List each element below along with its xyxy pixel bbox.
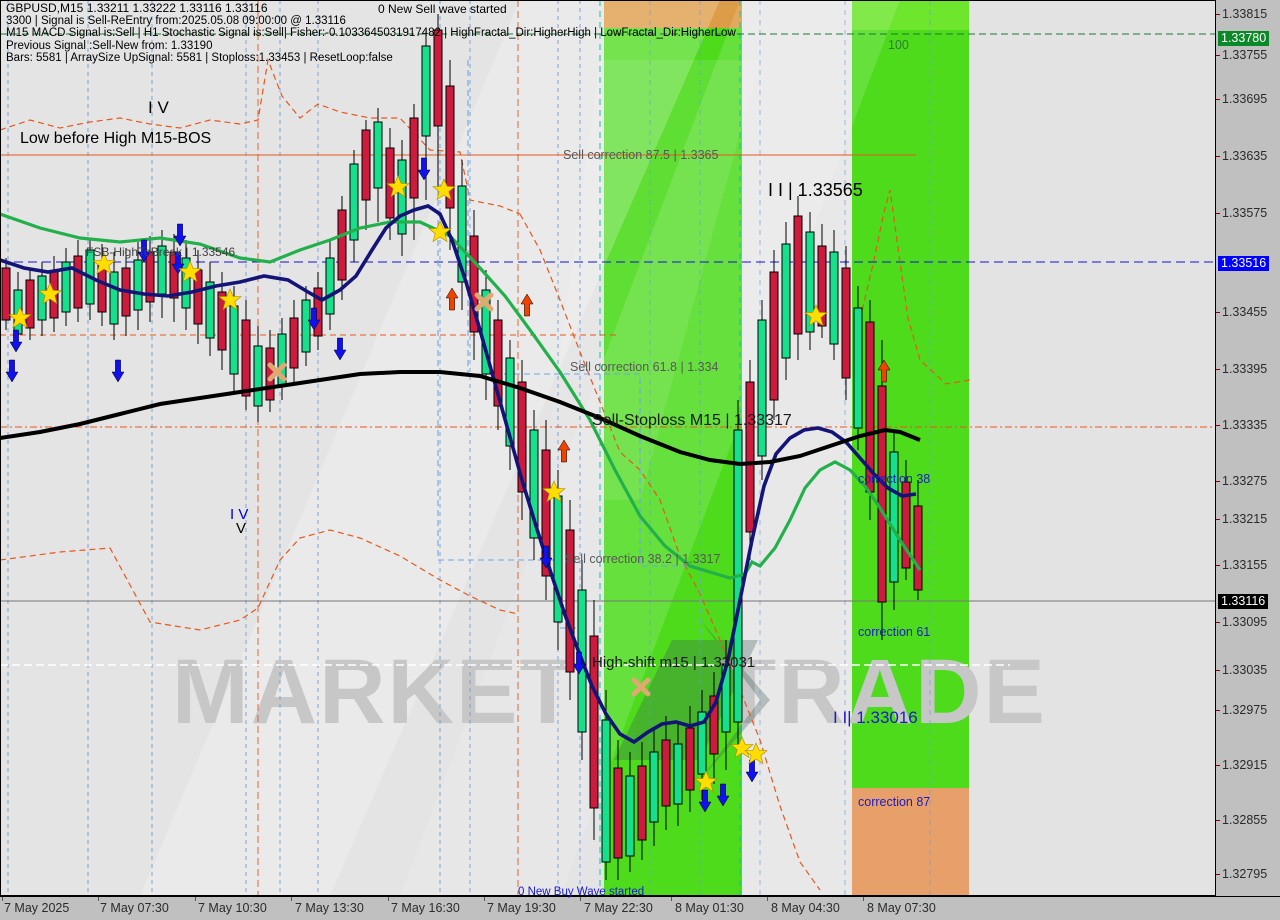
info-line-4: Bars: 5581 | ArraySize UpSignal: 5581 | … — [6, 52, 393, 65]
symbol-ohlc-line: GBPUSD,M15 1.33211 1.33222 1.33116 1.331… — [6, 1, 268, 15]
price-tickmark — [1216, 14, 1220, 15]
price-tick: 1.33575 — [1222, 206, 1268, 220]
price-tick: 1.33455 — [1222, 305, 1268, 319]
time-tickmark — [863, 897, 864, 901]
time-tick: 8 May 04:30 — [771, 901, 840, 915]
price-tick: 1.33155 — [1222, 558, 1268, 572]
price-tickmark — [1216, 670, 1220, 671]
time-tick: 8 May 01:30 — [675, 901, 744, 915]
ma-black-line — [0, 370, 921, 467]
zone-grey-right — [969, 0, 1216, 896]
price-tickmark — [1216, 519, 1220, 520]
moving-averages — [0, 204, 922, 745]
price-tick: 1.33215 — [1222, 512, 1268, 526]
chart-info-panel: GBPUSD,M15 1.33211 1.33222 1.33116 1.331… — [6, 2, 736, 65]
ma-blue-line — [0, 204, 917, 745]
price-tickmark — [1216, 213, 1220, 214]
time-tickmark — [484, 897, 485, 901]
price-tickmark — [1216, 99, 1220, 100]
annotation-level-100: 100 — [888, 38, 909, 52]
price-tickmark — [1216, 369, 1220, 370]
zone-orange-bottom — [852, 788, 969, 896]
info-line-2: M15 MACD Signal is:Sell | H1 Stochastic … — [6, 27, 736, 40]
annotation-fsb-high-to-break: FSB-HighToBreak | 1.33546 — [86, 245, 236, 259]
price-tick: 1.33695 — [1222, 92, 1268, 106]
annotation-signal-133016: I I| 1.33016 — [833, 708, 918, 727]
sell-wave-status: 0 New Sell wave started — [378, 2, 507, 16]
chart-plot-area[interactable]: MARKET TRADE — [0, 0, 1216, 896]
time-tick: 7 May 2025 — [4, 901, 70, 915]
zone-orange-top — [604, 0, 756, 28]
annotation-roman-v-mid: V — [236, 520, 247, 537]
price-tick: 1.32855 — [1222, 813, 1268, 827]
time-tick: 7 May 07:30 — [100, 901, 169, 915]
buy-wave-status: 0 New Buy Wave started — [518, 886, 645, 898]
time-scale[interactable]: 7 May 2025 7 May 07:30 7 May 10:30 7 May… — [0, 896, 1280, 920]
time-tick: 7 May 22:30 — [584, 901, 653, 915]
annotation-correction-61: correction 61 — [858, 625, 931, 639]
price-tickmark — [1216, 820, 1220, 821]
star-marker-icon — [8, 175, 828, 792]
annotation-sell-correction-875: Sell correction 87.5 | 1.3365 — [563, 148, 719, 162]
price-tick: 1.33335 — [1222, 418, 1268, 432]
time-tick: 7 May 10:30 — [198, 901, 267, 915]
price-tickmark — [1216, 874, 1220, 875]
time-tickmark — [291, 897, 292, 901]
annotation-sell-stoploss-m15: Sell-Stoploss M15 | 1.33317 — [592, 412, 792, 429]
price-tickmark — [1216, 565, 1220, 566]
candlestick-series — [1, 14, 923, 880]
annotation-high-shift-m15: High-shift m15 | 1.33031 — [592, 654, 756, 671]
time-tickmark — [195, 897, 196, 901]
annotation-signal-133565: I I | 1.33565 — [768, 180, 863, 200]
price-scale[interactable]: 1.33815 1.33755 1.33695 1.33635 1.33575 … — [1216, 0, 1280, 896]
annotation-correction-87: correction 87 — [858, 795, 931, 809]
ma-green-line — [0, 212, 922, 580]
cross-marker-icon — [270, 295, 648, 694]
price-tickmark — [1216, 425, 1220, 426]
zone-green-right-top — [852, 0, 969, 30]
price-tickmark — [1216, 765, 1220, 766]
price-tick: 1.33095 — [1222, 615, 1268, 629]
time-tickmark — [767, 897, 768, 901]
info-line-3: Previous Signal :Sell-New from: 1.33190 — [6, 39, 213, 52]
price-tick: 1.32975 — [1222, 703, 1268, 717]
time-tick: 7 May 16:30 — [391, 901, 460, 915]
price-tickmark — [1216, 622, 1220, 623]
price-tickmark — [1216, 55, 1220, 56]
annotation-roman-iv-mid: I V — [230, 506, 249, 523]
price-tick: 1.33035 — [1222, 663, 1268, 677]
price-tickmark — [1216, 312, 1220, 313]
price-badge-high: 1.33780 — [1218, 31, 1270, 46]
time-tickmark — [580, 897, 581, 901]
grid-and-levels — [0, 0, 1216, 896]
price-tick: 1.32915 — [1222, 758, 1268, 772]
price-tick: 1.32795 — [1222, 867, 1268, 881]
price-badge-bid: 1.33516 — [1218, 256, 1270, 271]
price-tickmark — [1216, 710, 1220, 711]
annotation-correction-38: correction 38 — [858, 472, 931, 486]
price-tick: 1.33395 — [1222, 362, 1268, 376]
price-tick: 1.33635 — [1222, 149, 1268, 163]
time-tickmark — [98, 897, 99, 901]
annotation-sell-correction-618: Sell correction 61.8 | 1.334 — [570, 360, 719, 374]
time-tick: 7 May 19:30 — [487, 901, 556, 915]
watermark-left: MARKET — [172, 641, 578, 743]
annotation-sell-correction-382: Sell correction 38.2 | 1.3317 — [565, 552, 721, 566]
time-tickmark — [2, 897, 3, 901]
time-tickmark — [671, 897, 672, 901]
price-badge-current: 1.33116 — [1218, 594, 1269, 609]
info-line-1: 3300 | Signal is Sell-ReEntry from:2025.… — [6, 14, 346, 27]
annotation-roman-iv-top: I V — [148, 98, 169, 117]
time-tick: 8 May 07:30 — [867, 901, 936, 915]
price-tick: 1.33275 — [1222, 474, 1268, 488]
price-tick: 1.33755 — [1222, 48, 1268, 62]
price-tickmark — [1216, 481, 1220, 482]
watermark-right: TRADE — [720, 641, 1047, 743]
price-tickmark — [1216, 156, 1220, 157]
time-tickmark — [388, 897, 389, 901]
time-tick: 7 May 13:30 — [295, 901, 364, 915]
price-tick: 1.33815 — [1222, 7, 1268, 21]
annotation-low-before-high: Low before High M15-BOS — [20, 130, 212, 147]
